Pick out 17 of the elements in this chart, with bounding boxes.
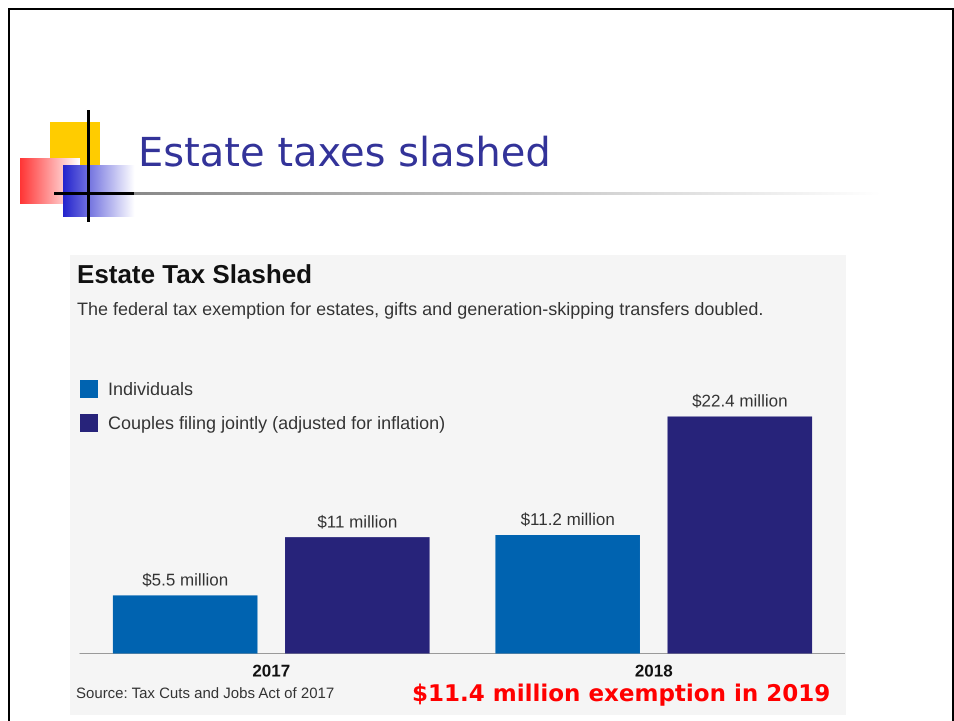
x-tick-label: 2018 [634,661,673,680]
source-note: Source: Tax Cuts and Jobs Act of 2017 [76,685,334,702]
bar [112,595,258,654]
chart-title: Estate Tax Slashed [77,259,312,290]
legend-label: Couples filing jointly (adjusted for inflation) [108,412,446,434]
legend-label: Individuals [108,378,194,400]
data-label: $11 million [317,512,398,532]
bar [495,535,640,654]
data-label: $22.4 million [692,392,788,411]
bar [668,416,812,654]
chart-subtitle: The federal tax exemption for estates, gifts and generation-skipping transfers doubled. [77,298,764,321]
text: Estate taxes slashed [138,130,551,176]
x-tick-label: 2017 [252,661,290,680]
text: $11.4 million exemption in 2019 [412,681,830,707]
bar [285,537,430,654]
data-label: $5.5 million [142,570,228,590]
data-label: $11.2 million [520,510,615,530]
